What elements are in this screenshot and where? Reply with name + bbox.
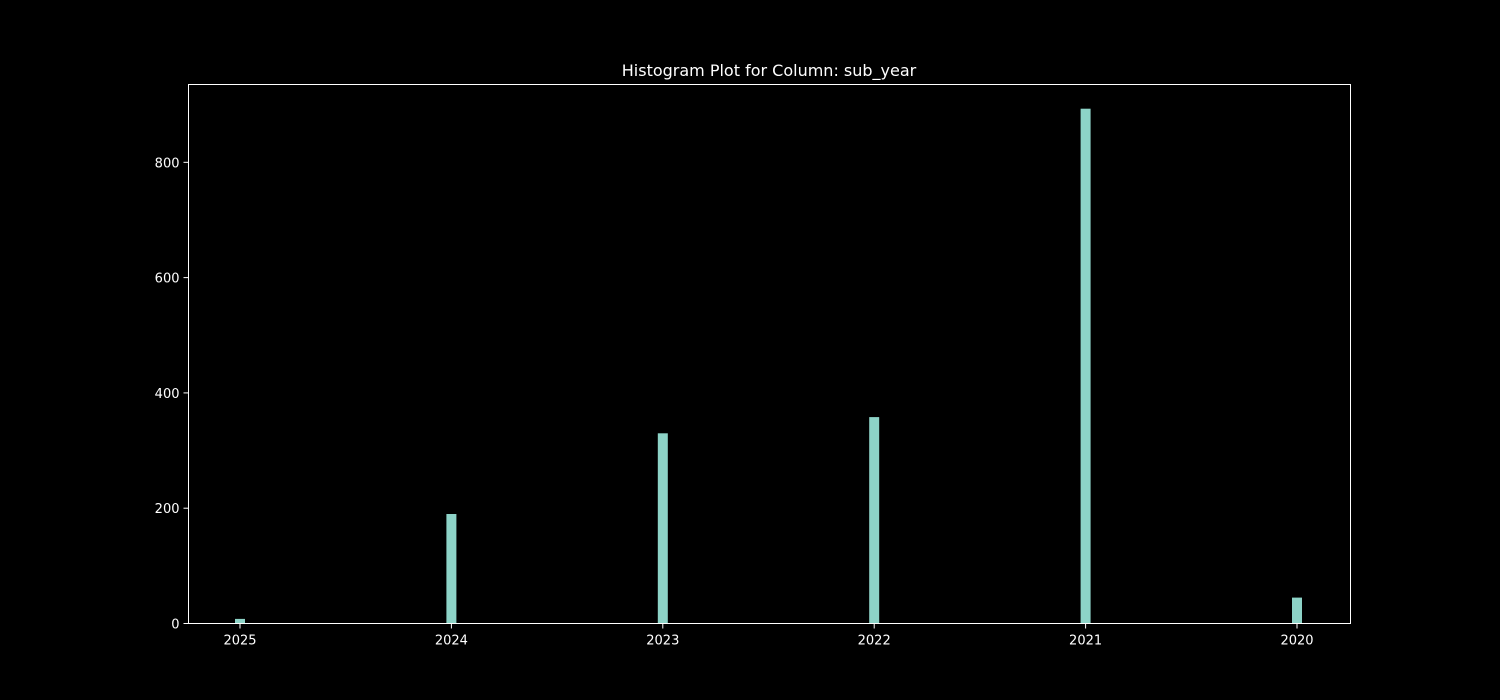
x-tick-label: 2021 [1069,634,1102,649]
x-tick-label: 2022 [858,634,891,649]
y-tick-label: 600 [155,272,180,287]
bar-2024 [446,514,457,624]
chart-title: Histogram Plot for Column: sub_year [622,61,917,81]
y-tick-label: 800 [155,156,180,171]
y-axis: 0 200 400 600 800 [155,156,189,633]
bar-2023 [657,433,668,624]
bar-2020 [1292,597,1302,624]
x-axis: 2025 2024 2023 2022 2021 2020 [223,623,1314,649]
bar-2022 [869,417,880,624]
y-tick-label: 0 [171,618,179,633]
x-tick-label: 2024 [435,634,468,649]
bar-2025 [235,618,245,624]
x-tick-label: 2020 [1280,634,1313,649]
bar-2021 [1080,108,1091,624]
x-tick-label: 2023 [646,634,679,649]
y-tick-label: 400 [155,387,180,402]
plot-frame [188,84,1351,624]
y-tick-label: 200 [155,502,180,517]
bars-layer [235,108,1302,624]
x-tick-label: 2025 [223,634,256,649]
